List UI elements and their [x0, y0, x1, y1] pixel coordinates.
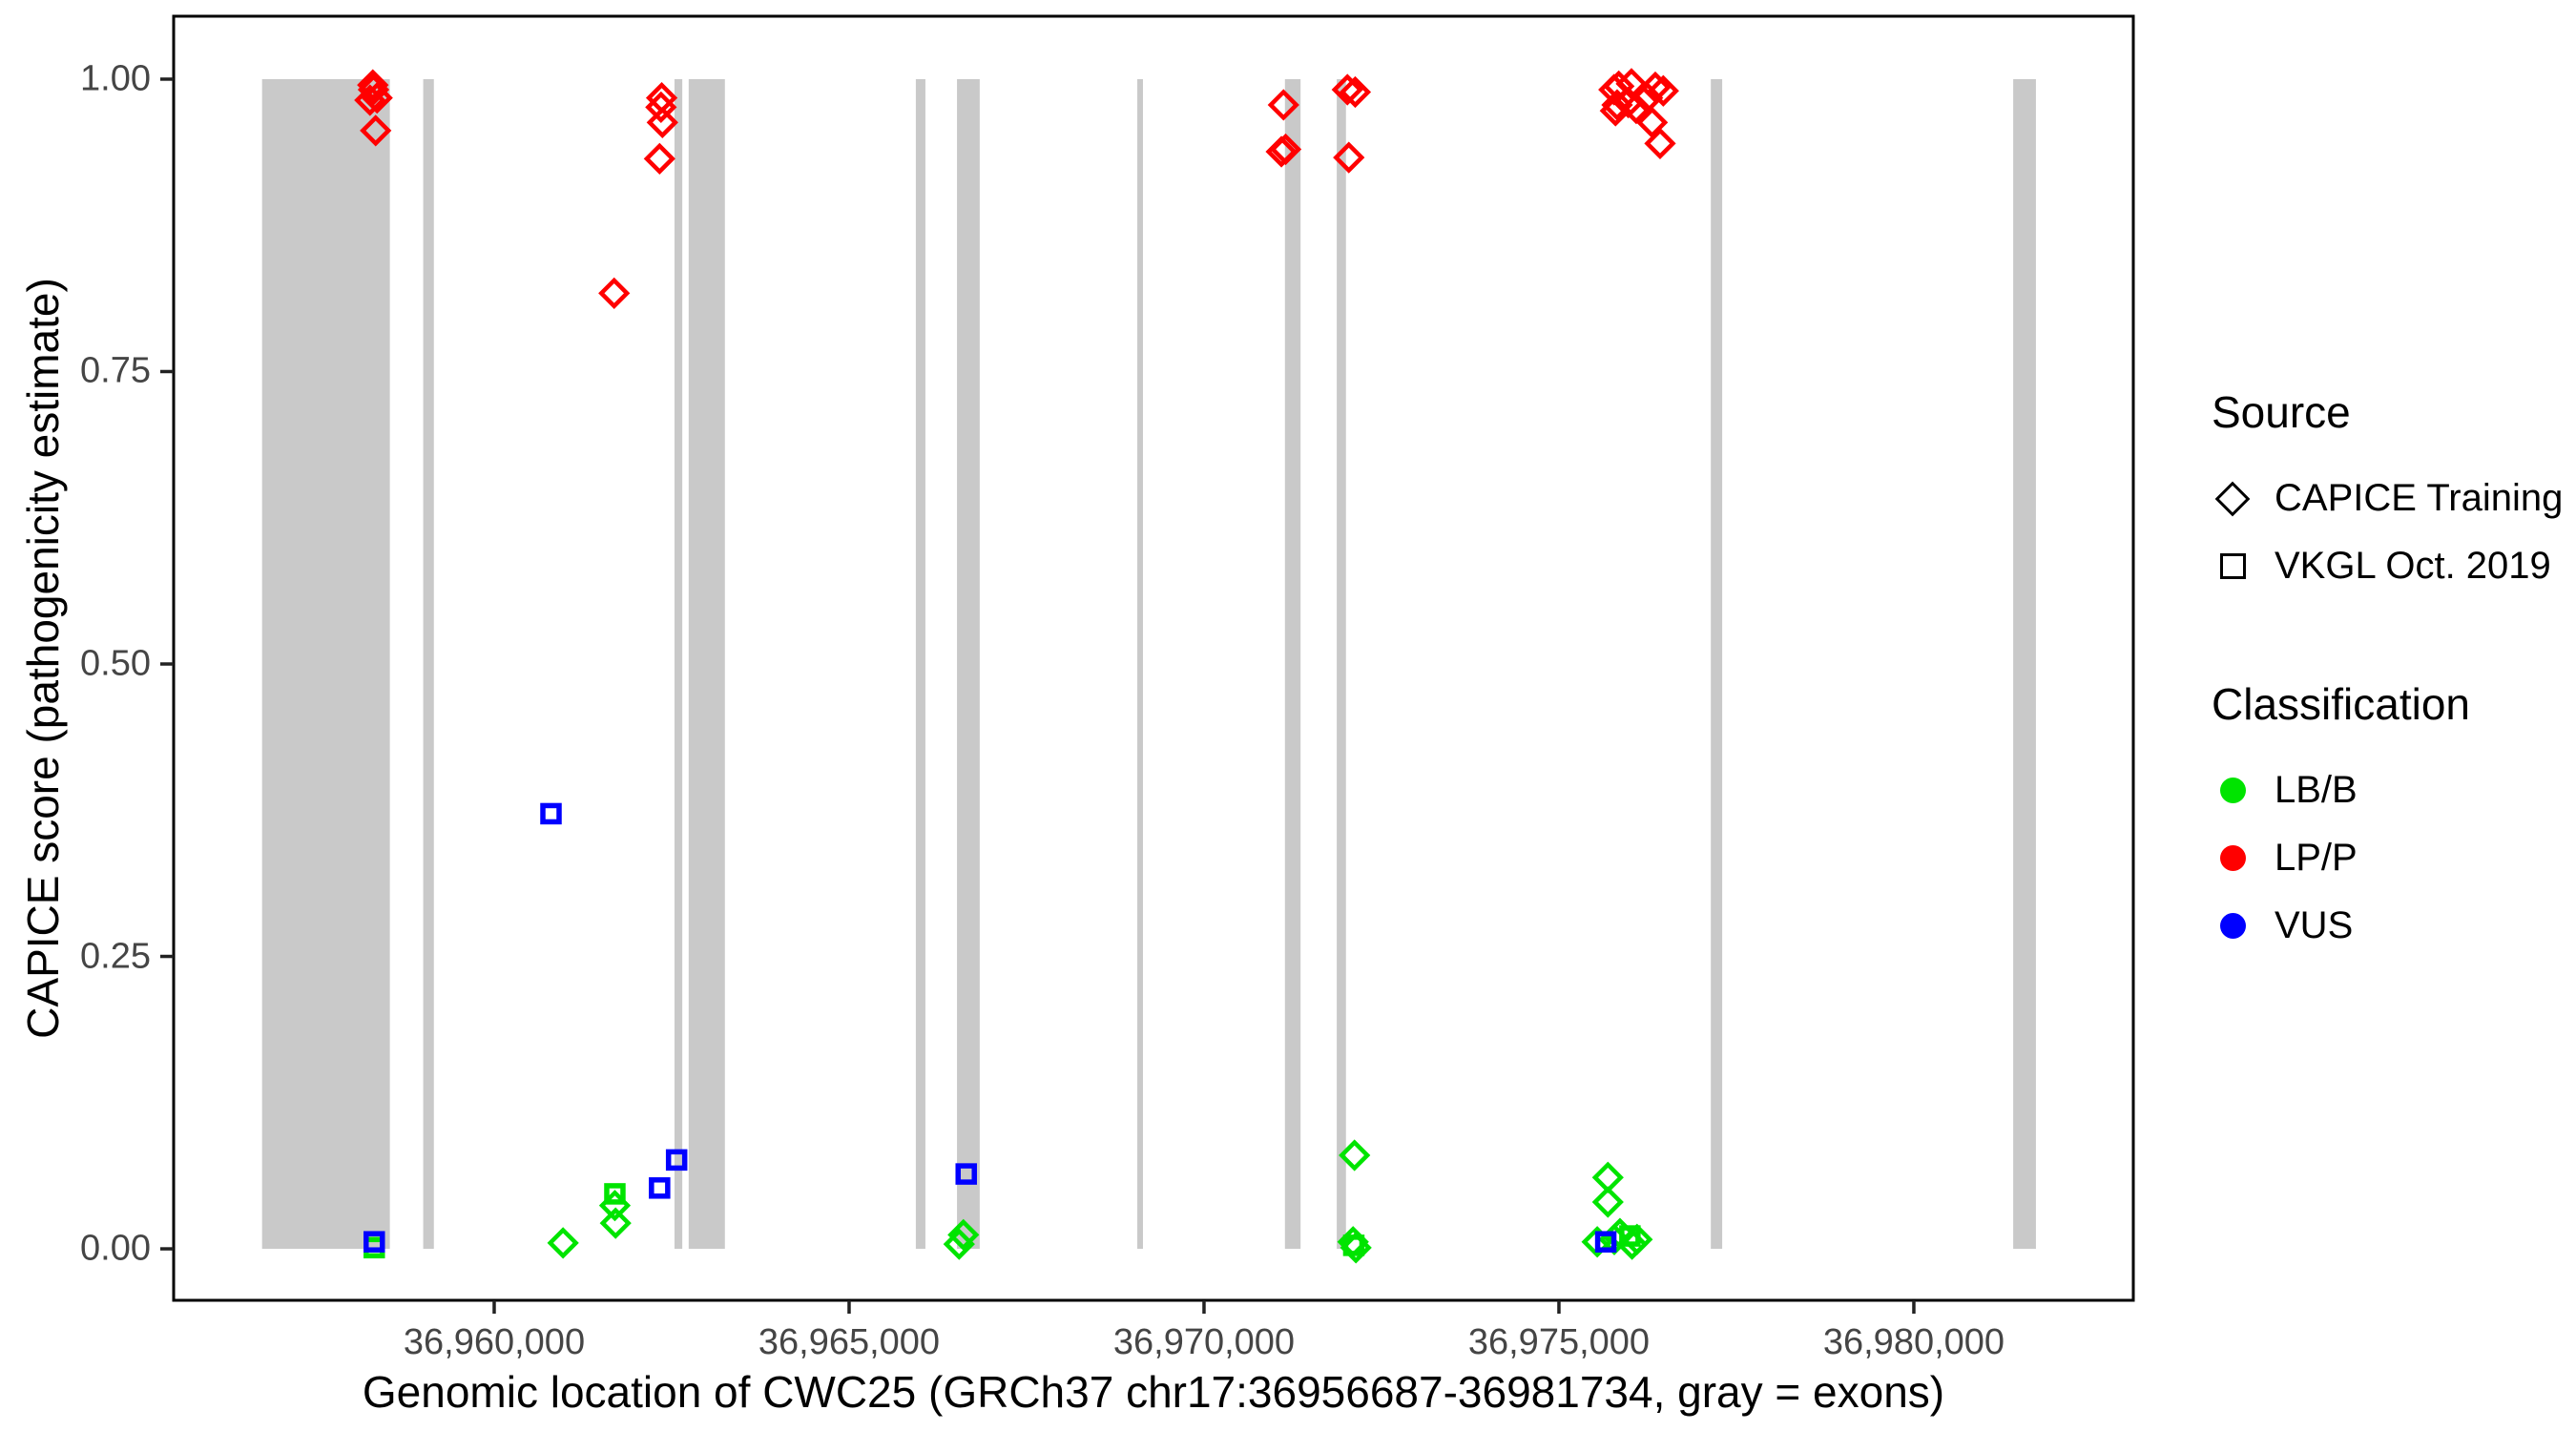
legend-gap — [2212, 600, 2565, 678]
data-point-diamond — [1620, 92, 1652, 125]
x-tick-label: 36,980,000 — [1822, 1322, 2005, 1362]
exon-band — [1284, 78, 1301, 1250]
exon-band — [1711, 78, 1723, 1250]
dot-icon — [2212, 778, 2254, 803]
y-axis-title: CAPICE score (pathogenicity estimate) — [18, 278, 68, 1039]
exon-band — [957, 78, 980, 1250]
data-point-diamond — [1636, 106, 1669, 138]
y-tick-label: 0.25 — [80, 936, 151, 977]
data-point-square — [364, 1231, 385, 1253]
legend-item: LP/P — [2212, 824, 2565, 892]
legend-item-label: LP/P — [2275, 837, 2358, 879]
dot-icon — [2212, 913, 2254, 939]
y-tick-label: 0.75 — [80, 350, 151, 391]
exon-band — [423, 78, 434, 1250]
data-point-diamond — [1267, 89, 1299, 121]
legend-item: CAPICE Training — [2212, 465, 2565, 532]
data-point-diamond — [1591, 1186, 1624, 1218]
exon-band — [674, 78, 683, 1250]
data-point-square — [649, 1177, 671, 1199]
data-point-square — [604, 1183, 626, 1205]
exon-band — [1137, 78, 1143, 1250]
data-point-square — [955, 1163, 977, 1185]
data-point-diamond — [646, 106, 678, 138]
x-tick-label: 36,965,000 — [758, 1322, 941, 1362]
x-tick-label: 36,975,000 — [1467, 1322, 1651, 1362]
x-tick-label: 36,960,000 — [403, 1322, 586, 1362]
data-point-diamond — [947, 1218, 980, 1251]
data-point-diamond — [599, 1207, 632, 1239]
panel-border — [172, 14, 2135, 1302]
legend-classification-items: LB/B LP/P VUS — [2212, 757, 2565, 960]
y-tick-label: 0.00 — [80, 1228, 151, 1269]
data-point-diamond — [360, 114, 392, 147]
legend-item: VKGL Oct. 2019 — [2212, 532, 2565, 600]
legend-item-label: VKGL Oct. 2019 — [2275, 545, 2551, 587]
data-point-diamond — [1591, 1161, 1624, 1193]
data-point-square — [540, 802, 562, 825]
data-point-diamond — [1339, 1139, 1371, 1172]
y-tick-label: 0.50 — [80, 643, 151, 684]
data-point-diamond — [354, 84, 386, 116]
legend-item: VUS — [2212, 892, 2565, 960]
data-point-square — [1619, 1225, 1641, 1247]
legend: Source CAPICE Training VKGL Oct. 2019 Cla… — [2212, 386, 2565, 960]
legend-item-label: LB/B — [2275, 769, 2358, 811]
square-icon — [2212, 553, 2254, 579]
data-point-diamond — [1599, 94, 1631, 127]
data-point-diamond — [1333, 141, 1365, 174]
legend-classification-title: Classification — [2212, 679, 2470, 729]
data-point-diamond — [1339, 75, 1372, 109]
exon-band — [915, 78, 925, 1250]
legend-item-label: CAPICE Training — [2275, 477, 2564, 519]
exon-band — [261, 78, 390, 1250]
data-point-diamond — [361, 81, 393, 114]
legend-item-label: VUS — [2275, 904, 2354, 946]
data-point-square — [1342, 1234, 1365, 1256]
data-point-diamond — [643, 142, 675, 175]
legend-source-items: CAPICE Training VKGL Oct. 2019 — [2212, 465, 2565, 600]
data-point-diamond — [1644, 127, 1676, 160]
diamond-icon — [2212, 481, 2254, 516]
x-tick-label: 36,970,000 — [1112, 1322, 1296, 1362]
data-point-square — [665, 1149, 688, 1172]
dot-icon — [2212, 845, 2254, 871]
y-tick-label: 1.00 — [80, 58, 151, 99]
exon-band — [2013, 78, 2036, 1250]
x-axis-title: Genomic location of CWC25 (GRCh37 chr17:… — [362, 1367, 1945, 1417]
data-point-diamond — [1269, 133, 1302, 166]
exon-band — [1337, 78, 1346, 1250]
legend-item: LB/B — [2212, 757, 2565, 824]
data-point-diamond — [547, 1227, 579, 1259]
exon-band — [688, 78, 725, 1250]
data-point-diamond — [598, 277, 631, 309]
legend-source-title: Source — [2212, 387, 2351, 437]
data-point-square — [1594, 1231, 1617, 1253]
